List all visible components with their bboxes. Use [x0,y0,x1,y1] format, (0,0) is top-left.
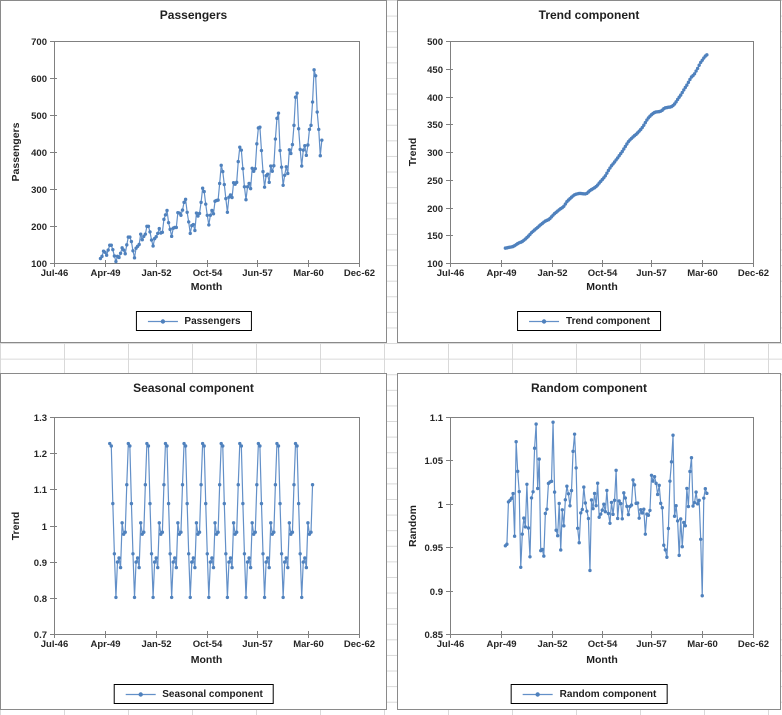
legend-line-marker-sample [125,691,156,697]
svg-text:Jun-57: Jun-57 [636,639,667,650]
svg-text:1.1: 1.1 [34,485,48,496]
svg-text:0.9: 0.9 [430,587,443,598]
svg-text:Mar-60: Mar-60 [293,639,324,650]
legend-label: Trend component [566,315,650,327]
svg-text:1: 1 [438,500,444,511]
legend-line-marker-sample [147,318,178,324]
trend-plot-area[interactable]: 100 150 200 250 300 350 400 450 500 Jul-46 Apr-49 J… [398,1,780,342]
svg-text:Mar-60: Mar-60 [687,268,718,279]
svg-text:Jan-52: Jan-52 [537,268,567,279]
chart-title[interactable]: Seasonal component [133,381,254,395]
svg-text:150: 150 [427,231,443,242]
svg-text:500: 500 [31,111,47,122]
chart-legend[interactable]: Passengers [135,311,252,331]
svg-text:Jan-52: Jan-52 [537,639,567,650]
random-chart[interactable]: Random component 0.85 0.9 0.95 1 1.05 1.1 Jul-… [397,373,781,710]
svg-text:450: 450 [427,65,443,76]
svg-text:Dec-62: Dec-62 [738,268,769,279]
svg-text:Dec-62: Dec-62 [344,268,375,279]
svg-text:Jun-57: Jun-57 [242,268,273,279]
svg-text:Jun-57: Jun-57 [242,639,273,650]
legend-label: Seasonal component [162,688,263,700]
svg-text:Apr-49: Apr-49 [90,639,120,650]
svg-text:300: 300 [31,185,47,196]
svg-text:Dec-62: Dec-62 [738,639,769,650]
svg-text:500: 500 [427,37,443,48]
svg-text:400: 400 [31,148,47,159]
svg-text:700: 700 [31,37,47,48]
chart-legend[interactable]: Seasonal component [113,684,274,704]
svg-text:400: 400 [427,93,443,104]
chart-legend[interactable]: Random component [510,684,668,704]
svg-text:Jan-52: Jan-52 [141,639,171,650]
svg-text:Jun-57: Jun-57 [636,268,667,279]
seasonal-plot-area[interactable]: 0.7 0.8 0.9 1 1.1 1.2 1.3 Jul-46 Apr-49 Jan-52 Oct… [1,374,386,709]
svg-text:1.05: 1.05 [425,456,444,467]
svg-text:350: 350 [427,120,443,131]
svg-text:0.7: 0.7 [34,630,47,641]
random-plot-area[interactable]: 0.85 0.9 0.95 1 1.05 1.1 Jul-46 Apr-49 Jan-52 Oct… [398,374,780,709]
svg-text:Mar-60: Mar-60 [293,268,324,279]
legend-line-marker-sample [522,691,553,697]
svg-text:0.8: 0.8 [34,594,47,605]
svg-text:Apr-49: Apr-49 [90,268,120,279]
x-axis-title[interactable]: Month [190,654,223,666]
svg-text:0.9: 0.9 [34,558,47,569]
svg-text:Mar-60: Mar-60 [687,639,718,650]
svg-text:1.2: 1.2 [34,449,47,460]
svg-text:Oct-54: Oct-54 [193,268,223,279]
svg-text:Dec-62: Dec-62 [344,639,375,650]
svg-text:Oct-54: Oct-54 [193,639,223,650]
svg-text:Oct-54: Oct-54 [588,268,618,279]
svg-text:Jul-46: Jul-46 [437,268,464,279]
svg-text:Apr-49: Apr-49 [486,639,516,650]
svg-text:Jul-46: Jul-46 [41,639,68,650]
chart-title[interactable]: Random component [531,381,647,395]
svg-text:Apr-49: Apr-49 [486,268,516,279]
svg-text:1: 1 [42,522,48,533]
svg-text:100: 100 [427,259,443,270]
chart-title[interactable]: Trend component [538,8,640,22]
legend-line-marker-sample [529,318,560,324]
seasonal-chart[interactable]: Seasonal component 0.7 0.8 0.9 1 1.1 1.2 1.3 Ju… [0,373,387,710]
svg-text:Oct-54: Oct-54 [588,639,618,650]
svg-text:1.1: 1.1 [430,413,444,424]
trend-chart[interactable]: Trend component 100 150 200 250 300 350 400 450… [397,0,781,343]
svg-text:200: 200 [427,204,443,215]
svg-text:1.3: 1.3 [34,413,47,424]
passengers-chart[interactable]: Passengers 100 200 300 400 500 600 700 Jul-46 Ap… [0,0,387,343]
x-axis-title[interactable]: Month [586,654,618,666]
svg-text:300: 300 [427,148,443,159]
svg-text:0.95: 0.95 [425,543,444,554]
svg-text:0.85: 0.85 [425,630,444,641]
svg-text:100: 100 [31,259,47,270]
chart-legend[interactable]: Trend component [517,311,661,331]
passengers-plot-area[interactable]: 100 200 300 400 500 600 700 Jul-46 Apr-49 Jan-52 O… [1,1,386,342]
svg-text:Jul-46: Jul-46 [437,639,464,650]
x-axis-title[interactable]: Month [190,281,223,293]
svg-text:Jul-46: Jul-46 [41,268,68,279]
svg-text:250: 250 [427,176,443,187]
svg-text:200: 200 [31,222,47,233]
y-axis-title[interactable]: Passengers [10,122,22,182]
legend-label: Passengers [184,315,241,327]
y-axis-title[interactable]: Trend [407,137,419,167]
chart-title[interactable]: Passengers [159,8,228,22]
y-axis-title[interactable]: Random [407,505,419,547]
svg-text:600: 600 [31,74,47,85]
legend-label: Random component [559,688,657,700]
x-axis-title[interactable]: Month [586,281,618,293]
svg-text:Jan-52: Jan-52 [141,268,171,279]
y-axis-title[interactable]: Trend [10,511,22,541]
